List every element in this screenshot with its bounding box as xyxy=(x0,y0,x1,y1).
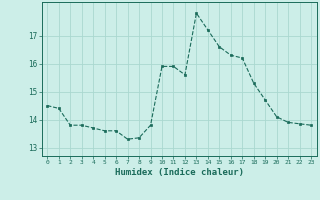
X-axis label: Humidex (Indice chaleur): Humidex (Indice chaleur) xyxy=(115,168,244,177)
